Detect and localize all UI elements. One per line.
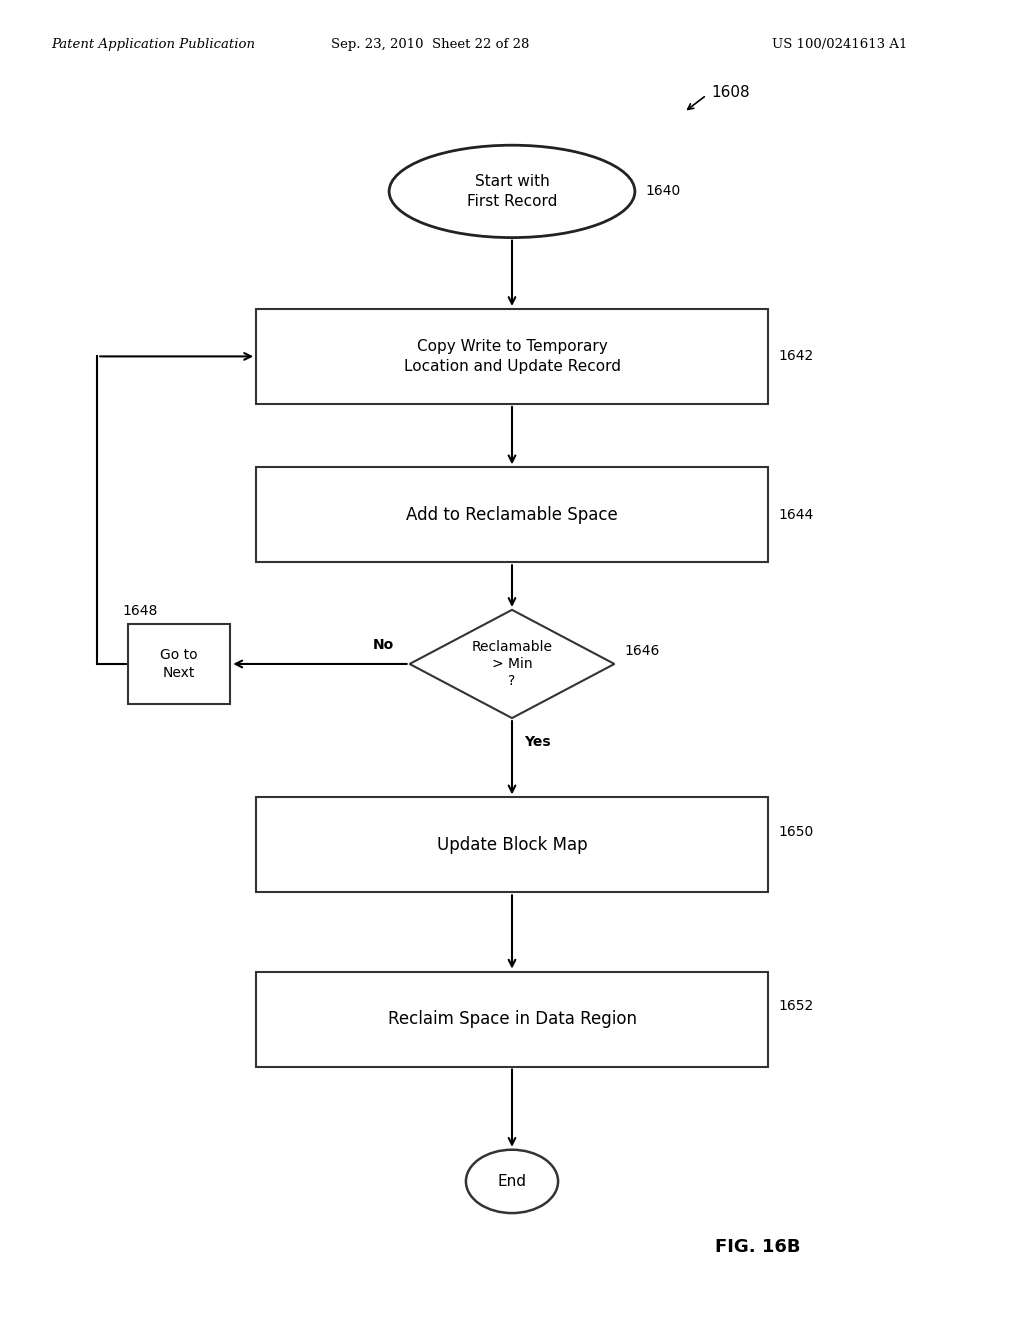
Text: No: No (373, 639, 394, 652)
Text: Copy Write to Temporary
Location and Update Record: Copy Write to Temporary Location and Upd… (403, 339, 621, 374)
Text: 1650: 1650 (778, 825, 813, 838)
FancyBboxPatch shape (256, 797, 768, 892)
FancyBboxPatch shape (256, 972, 768, 1067)
Text: Reclaim Space in Data Region: Reclaim Space in Data Region (387, 1010, 637, 1028)
Ellipse shape (389, 145, 635, 238)
Polygon shape (410, 610, 614, 718)
Text: Update Block Map: Update Block Map (436, 836, 588, 854)
Text: 1640: 1640 (645, 185, 680, 198)
FancyBboxPatch shape (256, 309, 768, 404)
Text: 1648: 1648 (123, 605, 159, 618)
Text: End: End (498, 1173, 526, 1189)
Text: Add to Reclamable Space: Add to Reclamable Space (407, 506, 617, 524)
Text: Start with
First Record: Start with First Record (467, 174, 557, 209)
Text: Patent Application Publication: Patent Application Publication (51, 38, 255, 51)
Text: 1642: 1642 (778, 350, 813, 363)
Text: 1644: 1644 (778, 508, 813, 521)
FancyBboxPatch shape (256, 467, 768, 562)
Text: Yes: Yes (524, 735, 551, 750)
Text: Go to
Next: Go to Next (161, 648, 198, 680)
Text: 1652: 1652 (778, 999, 813, 1012)
Text: 1646: 1646 (625, 644, 660, 657)
Ellipse shape (466, 1150, 558, 1213)
Text: Sep. 23, 2010  Sheet 22 of 28: Sep. 23, 2010 Sheet 22 of 28 (331, 38, 529, 51)
Text: Reclamable
> Min
?: Reclamable > Min ? (471, 640, 553, 688)
FancyBboxPatch shape (128, 624, 230, 704)
Text: US 100/0241613 A1: US 100/0241613 A1 (772, 38, 907, 51)
Text: FIG. 16B: FIG. 16B (715, 1238, 801, 1257)
Text: 1608: 1608 (712, 84, 751, 100)
